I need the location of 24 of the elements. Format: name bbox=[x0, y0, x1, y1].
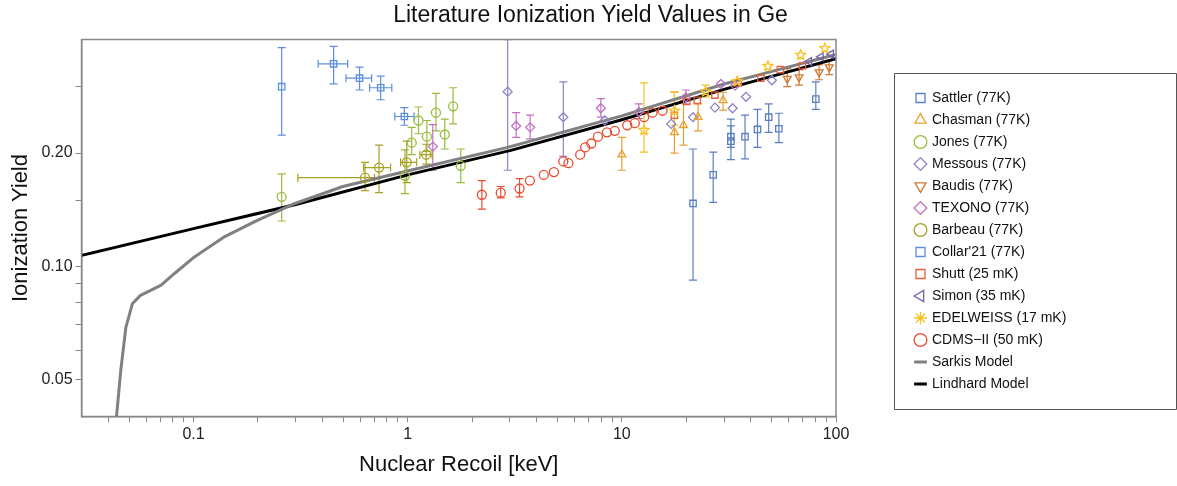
chart-title: Literature Ionization Yield Values in Ge bbox=[393, 1, 788, 28]
legend-label: Chasman (77K) bbox=[932, 110, 1031, 127]
legend-label: Simon (35 mK) bbox=[932, 286, 1026, 303]
y-tick-label: 0.10 bbox=[41, 256, 73, 274]
legend-label: Baudis (77K) bbox=[932, 176, 1013, 193]
x-tick-label: 1 bbox=[403, 425, 413, 443]
legend-label: Sattler (77K) bbox=[932, 88, 1011, 105]
x-tick-label: 10 bbox=[612, 425, 631, 443]
legend-label: Jones (77K) bbox=[932, 132, 1008, 149]
legend-label: Messous (77K) bbox=[932, 154, 1027, 171]
legend-label: Lindhard Model bbox=[932, 374, 1029, 391]
y-tick-label: 0.20 bbox=[41, 143, 73, 161]
x-tick-label: 100 bbox=[822, 425, 850, 443]
y-axis-title: Ionization Yield bbox=[7, 154, 33, 302]
x-tick-label: 0.1 bbox=[182, 425, 205, 443]
legend-label: Sarkis Model bbox=[932, 352, 1013, 369]
y-tick-label: 0.05 bbox=[41, 370, 73, 388]
legend-label: TEXONO (77K) bbox=[932, 198, 1030, 215]
x-axis-title: Nuclear Recoil [keV] bbox=[359, 450, 559, 476]
legend-label: Collar'21 (77K) bbox=[932, 242, 1025, 259]
legend-label: Shutt (25 mK) bbox=[932, 264, 1019, 281]
legend-label: EDELWEISS (17 mK) bbox=[932, 308, 1067, 325]
legend-label: CDMS−II (50 mK) bbox=[932, 330, 1043, 347]
legend-label: Barbeau (77K) bbox=[932, 220, 1024, 237]
